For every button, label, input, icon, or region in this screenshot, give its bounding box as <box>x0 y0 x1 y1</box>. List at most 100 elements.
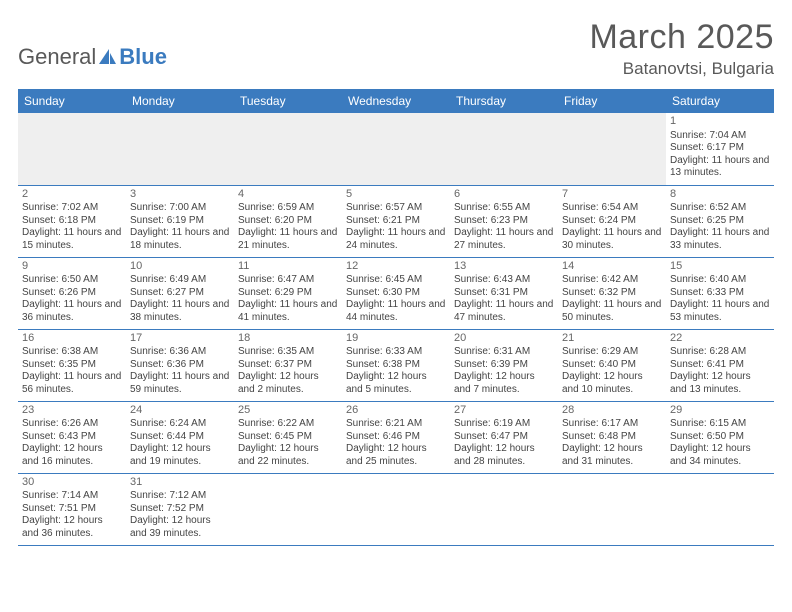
daylight-line: Daylight: 12 hours and 16 minutes. <box>22 443 122 468</box>
calendar-cell: 9Sunrise: 6:50 AMSunset: 6:26 PMDaylight… <box>18 257 126 329</box>
calendar-cell <box>234 473 342 545</box>
day-header: Wednesday <box>342 89 450 113</box>
sunset-line: Sunset: 6:31 PM <box>454 287 554 300</box>
day-number: 8 <box>670 188 770 202</box>
daylight-line: Daylight: 11 hours and 56 minutes. <box>22 371 122 396</box>
calendar-cell: 28Sunrise: 6:17 AMSunset: 6:48 PMDayligh… <box>558 401 666 473</box>
calendar-cell <box>234 113 342 185</box>
sunrise-line: Sunrise: 7:00 AM <box>130 202 230 215</box>
sunset-line: Sunset: 7:52 PM <box>130 503 230 516</box>
day-number: 12 <box>346 260 446 274</box>
sunrise-line: Sunrise: 6:59 AM <box>238 202 338 215</box>
day-header: Thursday <box>450 89 558 113</box>
day-number: 16 <box>22 332 122 346</box>
daylight-line: Daylight: 12 hours and 5 minutes. <box>346 371 446 396</box>
logo-text-general: General <box>18 44 96 70</box>
sunrise-line: Sunrise: 6:49 AM <box>130 274 230 287</box>
sunset-line: Sunset: 6:29 PM <box>238 287 338 300</box>
sunrise-line: Sunrise: 6:21 AM <box>346 418 446 431</box>
logo: General Blue <box>18 18 167 70</box>
daylight-line: Daylight: 12 hours and 25 minutes. <box>346 443 446 468</box>
calendar-cell: 19Sunrise: 6:33 AMSunset: 6:38 PMDayligh… <box>342 329 450 401</box>
sunrise-line: Sunrise: 6:52 AM <box>670 202 770 215</box>
calendar-cell: 2Sunrise: 7:02 AMSunset: 6:18 PMDaylight… <box>18 185 126 257</box>
day-number: 9 <box>22 260 122 274</box>
sunset-line: Sunset: 6:20 PM <box>238 215 338 228</box>
calendar-cell: 17Sunrise: 6:36 AMSunset: 6:36 PMDayligh… <box>126 329 234 401</box>
daylight-line: Daylight: 12 hours and 36 minutes. <box>22 515 122 540</box>
sunset-line: Sunset: 6:44 PM <box>130 431 230 444</box>
sunrise-line: Sunrise: 7:02 AM <box>22 202 122 215</box>
sunset-line: Sunset: 6:32 PM <box>562 287 662 300</box>
calendar-cell <box>342 473 450 545</box>
daylight-line: Daylight: 11 hours and 15 minutes. <box>22 227 122 252</box>
day-number: 31 <box>130 476 230 490</box>
calendar-cell: 20Sunrise: 6:31 AMSunset: 6:39 PMDayligh… <box>450 329 558 401</box>
sunrise-line: Sunrise: 6:15 AM <box>670 418 770 431</box>
day-header: Friday <box>558 89 666 113</box>
daylight-line: Daylight: 12 hours and 34 minutes. <box>670 443 770 468</box>
header: General Blue March 2025 Batanovtsi, Bulg… <box>18 18 774 79</box>
calendar-cell: 11Sunrise: 6:47 AMSunset: 6:29 PMDayligh… <box>234 257 342 329</box>
sunset-line: Sunset: 6:40 PM <box>562 359 662 372</box>
sunrise-line: Sunrise: 7:12 AM <box>130 490 230 503</box>
sunset-line: Sunset: 7:51 PM <box>22 503 122 516</box>
title-block: March 2025 Batanovtsi, Bulgaria <box>589 18 774 79</box>
daylight-line: Daylight: 12 hours and 39 minutes. <box>130 515 230 540</box>
daylight-line: Daylight: 12 hours and 13 minutes. <box>670 371 770 396</box>
daylight-line: Daylight: 11 hours and 53 minutes. <box>670 299 770 324</box>
calendar-cell: 21Sunrise: 6:29 AMSunset: 6:40 PMDayligh… <box>558 329 666 401</box>
calendar-cell: 16Sunrise: 6:38 AMSunset: 6:35 PMDayligh… <box>18 329 126 401</box>
calendar-cell <box>450 473 558 545</box>
sunset-line: Sunset: 6:23 PM <box>454 215 554 228</box>
page-title: March 2025 <box>589 18 774 57</box>
day-header: Saturday <box>666 89 774 113</box>
sunset-line: Sunset: 6:48 PM <box>562 431 662 444</box>
day-number: 15 <box>670 260 770 274</box>
calendar-cell: 23Sunrise: 6:26 AMSunset: 6:43 PMDayligh… <box>18 401 126 473</box>
daylight-line: Daylight: 11 hours and 13 minutes. <box>670 155 770 180</box>
daylight-line: Daylight: 11 hours and 44 minutes. <box>346 299 446 324</box>
sunrise-line: Sunrise: 6:55 AM <box>454 202 554 215</box>
day-number: 6 <box>454 188 554 202</box>
day-number: 24 <box>130 404 230 418</box>
sunset-line: Sunset: 6:17 PM <box>670 142 770 155</box>
day-number: 21 <box>562 332 662 346</box>
calendar-cell: 3Sunrise: 7:00 AMSunset: 6:19 PMDaylight… <box>126 185 234 257</box>
calendar-week-row: 1Sunrise: 7:04 AMSunset: 6:17 PMDaylight… <box>18 113 774 185</box>
calendar-cell: 30Sunrise: 7:14 AMSunset: 7:51 PMDayligh… <box>18 473 126 545</box>
sunset-line: Sunset: 6:43 PM <box>22 431 122 444</box>
calendar-cell: 31Sunrise: 7:12 AMSunset: 7:52 PMDayligh… <box>126 473 234 545</box>
sunrise-line: Sunrise: 6:17 AM <box>562 418 662 431</box>
daylight-line: Daylight: 12 hours and 7 minutes. <box>454 371 554 396</box>
day-header-row: Sunday Monday Tuesday Wednesday Thursday… <box>18 89 774 113</box>
sunrise-line: Sunrise: 6:33 AM <box>346 346 446 359</box>
calendar-cell <box>18 113 126 185</box>
sunrise-line: Sunrise: 6:19 AM <box>454 418 554 431</box>
day-header: Monday <box>126 89 234 113</box>
calendar-cell: 22Sunrise: 6:28 AMSunset: 6:41 PMDayligh… <box>666 329 774 401</box>
day-number: 18 <box>238 332 338 346</box>
day-number: 13 <box>454 260 554 274</box>
sunset-line: Sunset: 6:41 PM <box>670 359 770 372</box>
day-number: 10 <box>130 260 230 274</box>
sunset-line: Sunset: 6:50 PM <box>670 431 770 444</box>
calendar-cell <box>666 473 774 545</box>
sunrise-line: Sunrise: 6:47 AM <box>238 274 338 287</box>
daylight-line: Daylight: 12 hours and 28 minutes. <box>454 443 554 468</box>
sunrise-line: Sunrise: 6:50 AM <box>22 274 122 287</box>
sunset-line: Sunset: 6:36 PM <box>130 359 230 372</box>
sunset-line: Sunset: 6:27 PM <box>130 287 230 300</box>
daylight-line: Daylight: 11 hours and 27 minutes. <box>454 227 554 252</box>
calendar-week-row: 16Sunrise: 6:38 AMSunset: 6:35 PMDayligh… <box>18 329 774 401</box>
sunrise-line: Sunrise: 7:04 AM <box>670 130 770 143</box>
calendar-cell <box>450 113 558 185</box>
sunrise-line: Sunrise: 6:40 AM <box>670 274 770 287</box>
sunset-line: Sunset: 6:35 PM <box>22 359 122 372</box>
day-number: 4 <box>238 188 338 202</box>
sunset-line: Sunset: 6:39 PM <box>454 359 554 372</box>
sunrise-line: Sunrise: 6:42 AM <box>562 274 662 287</box>
sunset-line: Sunset: 6:26 PM <box>22 287 122 300</box>
day-number: 26 <box>346 404 446 418</box>
sunrise-line: Sunrise: 6:24 AM <box>130 418 230 431</box>
